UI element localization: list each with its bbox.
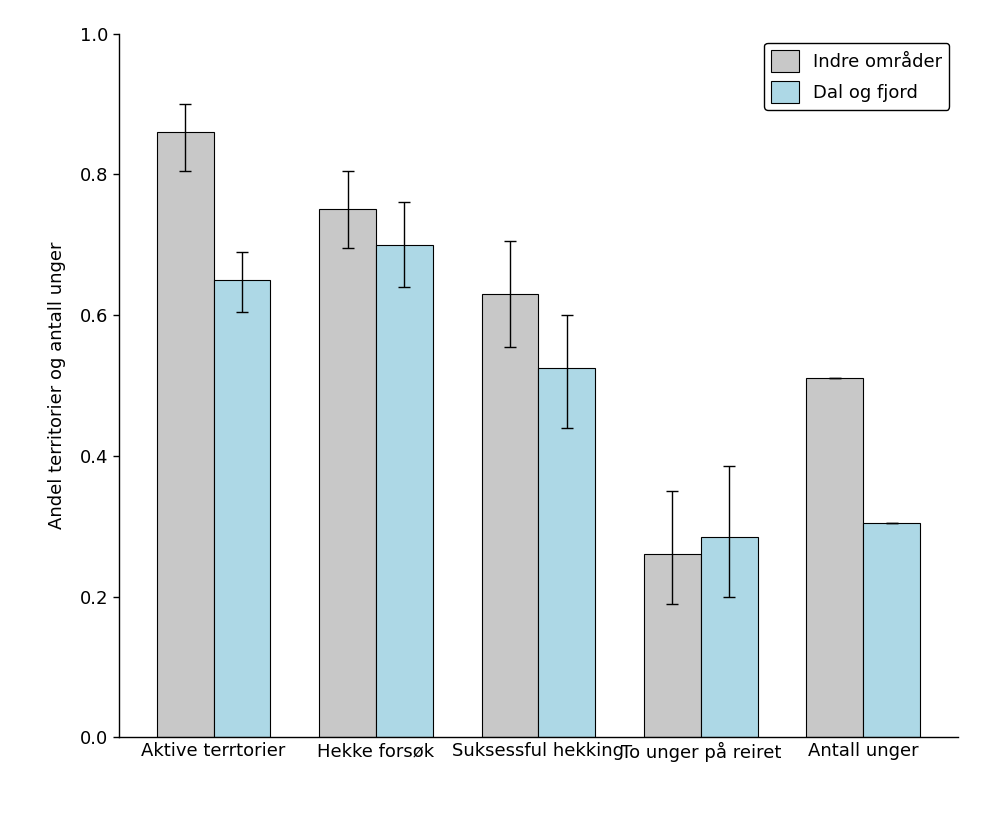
- Bar: [213, 280, 271, 737]
- Legend: Indre områder, Dal og fjord: Indre områder, Dal og fjord: [765, 43, 949, 110]
- Bar: [157, 132, 213, 737]
- Y-axis label: Andel territorier og antall unger: Andel territorier og antall unger: [47, 241, 66, 530]
- Bar: [806, 379, 864, 737]
- Bar: [481, 294, 538, 737]
- Bar: [376, 245, 433, 737]
- Bar: [538, 368, 596, 737]
- Bar: [644, 555, 700, 737]
- Bar: [864, 523, 920, 737]
- Bar: [700, 537, 758, 737]
- Bar: [319, 210, 376, 737]
